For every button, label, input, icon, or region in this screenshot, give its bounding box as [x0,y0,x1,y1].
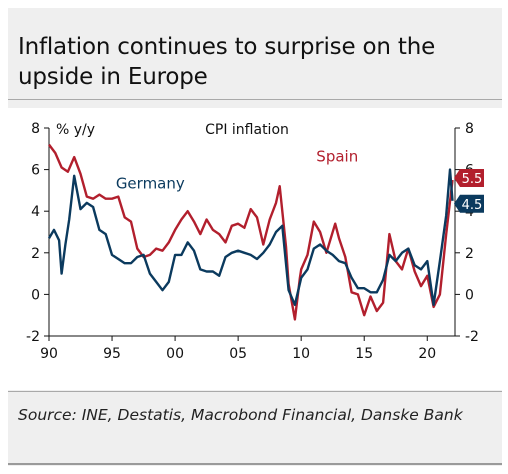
x-tick-label: 95 [103,346,121,362]
x-tick-label: 15 [355,346,373,362]
y-tick-label-left: -2 [26,329,40,345]
series-label-germany: Germany [116,174,185,192]
x-tick-label: 20 [418,346,436,362]
end-value-label-spain: 5.5 [462,172,483,187]
x-tick-label: 00 [166,346,184,362]
y-tick-label-left: 4 [31,204,40,220]
page-title: Inflation continues to surprise on the u… [18,34,436,90]
x-tick-label: 10 [292,346,310,362]
end-value-tag-spain [454,169,484,187]
source-note: Source: INE, Destatis, Macrobond Financi… [18,406,463,424]
end-value-tag-germany [454,194,484,213]
y-tick-label-right: 8 [465,121,474,137]
y-axis-label: % y/y [56,122,95,138]
x-tick-label: 05 [229,346,247,362]
chart-title: CPI inflation [205,122,289,138]
y-tick-label-right: 2 [465,246,474,262]
chart-card: Inflation continues to surprise on the u… [8,8,502,466]
source-divider [8,391,502,392]
y-tick-label-left: 8 [31,121,40,137]
y-tick-label-left: 0 [31,287,40,303]
y-tick-label-left: 6 [31,163,40,179]
title-divider [8,99,502,100]
y-tick-label-right: 0 [465,287,474,303]
series-line-spain [48,143,454,321]
series-label-spain: Spain [316,147,358,165]
x-tick-label: 90 [40,346,58,362]
bottom-rule [8,463,502,465]
y-tick-label-left: 2 [31,246,40,262]
series-line-germany [47,168,454,306]
end-value-label-germany: 4.5 [462,198,483,213]
y-tick-label-right: -2 [465,329,479,345]
